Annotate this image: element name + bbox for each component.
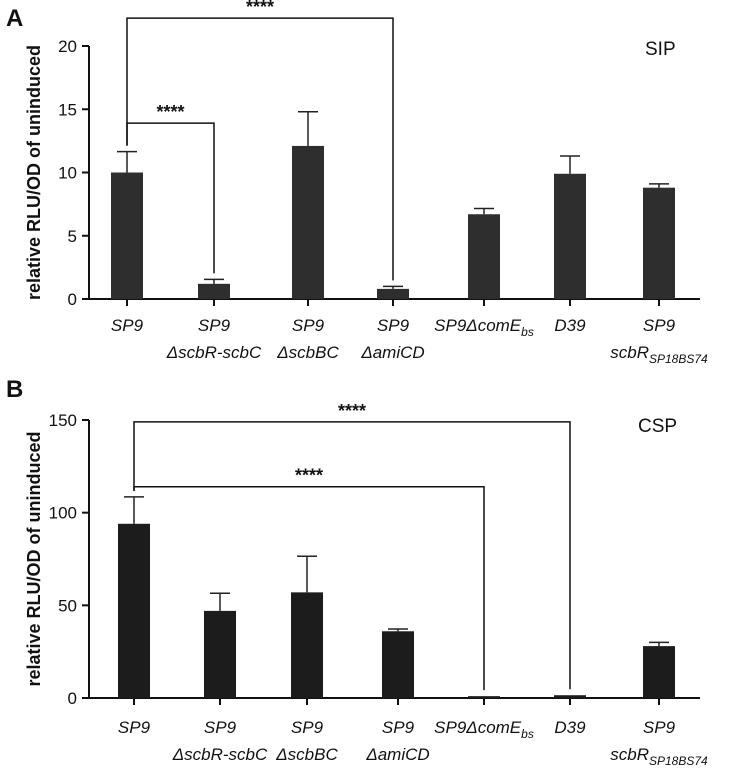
panel-B: B CSP relative RLU/OD of uninduced 0 50 100 15… xyxy=(6,376,708,768)
category-text: scbR xyxy=(610,343,649,362)
y-tick-label: 50 xyxy=(58,596,77,615)
category-text: SP9 xyxy=(198,316,231,335)
category-subscript: bs xyxy=(521,325,534,339)
bar xyxy=(382,631,414,698)
category-text: D39 xyxy=(554,718,586,737)
category-text: scbR xyxy=(610,745,649,764)
bar xyxy=(643,646,675,698)
category-text: ΔscbBC xyxy=(275,745,338,764)
panel-A: A SIP relative RLU/OD of uninduced 0 5 10 15 20… xyxy=(6,0,708,366)
category-label: SP9ΔcomEbs xyxy=(434,316,534,339)
bar xyxy=(643,187,675,299)
category-label: SP9 xyxy=(198,316,231,335)
bar xyxy=(468,214,500,299)
category-label: SP9 xyxy=(377,316,410,335)
panel-letter: B xyxy=(6,376,23,403)
category-text: SP9 xyxy=(382,718,415,737)
significance-label: **** xyxy=(246,0,274,17)
significance-label: **** xyxy=(295,466,323,486)
y-tick-label: 10 xyxy=(58,164,77,183)
y-axis-label: relative RLU/OD of uninduced xyxy=(24,431,44,686)
bar xyxy=(554,173,586,299)
y-tick-label: 0 xyxy=(68,689,77,708)
bar xyxy=(292,145,324,299)
category-text: ΔscbR-scbC xyxy=(172,745,268,764)
significance-label: **** xyxy=(156,102,184,122)
category-text: SP9 xyxy=(118,718,151,737)
bar xyxy=(118,523,150,698)
y-tick-label: 100 xyxy=(49,504,77,523)
category-label-line2: ΔscbBC xyxy=(275,745,338,764)
category-label-line2: ΔamiCD xyxy=(365,745,429,764)
category-label: SP9 xyxy=(643,316,676,335)
y-tick-label: 150 xyxy=(49,411,77,430)
category-label-line2: ΔscbR-scbC xyxy=(166,343,262,362)
bar xyxy=(554,695,586,698)
category-label: SP9 xyxy=(292,316,325,335)
category-label: D39 xyxy=(554,316,586,335)
category-label: SP9 xyxy=(204,718,237,737)
category-label-line2: ΔamiCD xyxy=(360,343,424,362)
bar xyxy=(291,592,323,698)
category-text: SP9 xyxy=(643,316,676,335)
category-subscript: SP18BS74 xyxy=(649,754,708,768)
category-text: ΔamiCD xyxy=(365,745,429,764)
category-subscript: SP18BS74 xyxy=(649,352,708,366)
significance-label: **** xyxy=(338,401,366,421)
bar xyxy=(377,288,409,299)
y-tick-label: 0 xyxy=(68,290,77,309)
category-text: ΔamiCD xyxy=(360,343,424,362)
category-label-line2: ΔscbBC xyxy=(276,343,339,362)
category-label: SP9 xyxy=(643,718,676,737)
category-text: SP9 xyxy=(377,316,410,335)
category-label-line2: scbRSP18BS74 xyxy=(610,745,708,768)
category-label: D39 xyxy=(554,718,586,737)
category-label: SP9 xyxy=(291,718,324,737)
bar xyxy=(111,172,143,299)
bar xyxy=(468,696,500,698)
y-axis-label: relative RLU/OD of uninduced xyxy=(24,45,44,300)
y-tick-label: 5 xyxy=(68,227,77,246)
bar xyxy=(204,610,236,698)
category-label: SP9 xyxy=(111,316,144,335)
y-tick-label: 20 xyxy=(58,37,77,56)
category-text: SP9 xyxy=(291,718,324,737)
category-label: SP9 xyxy=(118,718,151,737)
category-label-line2: scbRSP18BS74 xyxy=(610,343,708,366)
category-text: SP9 xyxy=(204,718,237,737)
peptide-label: SIP xyxy=(645,39,676,60)
category-text: ΔscbBC xyxy=(276,343,339,362)
category-text: SP9 xyxy=(111,316,144,335)
panel-letter: A xyxy=(6,5,23,32)
category-label: SP9ΔcomEbs xyxy=(434,718,534,741)
category-text: SP9ΔcomE xyxy=(434,316,522,335)
category-label-line2: ΔscbR-scbC xyxy=(172,745,268,764)
significance-bracket xyxy=(126,17,394,281)
category-text: SP9 xyxy=(292,316,325,335)
y-tick-label: 15 xyxy=(58,100,77,119)
significance-bracket xyxy=(133,421,571,690)
category-label: SP9 xyxy=(382,718,415,737)
bar xyxy=(198,283,230,299)
category-text: SP9 xyxy=(643,718,676,737)
peptide-label: CSP xyxy=(638,416,677,437)
category-text: D39 xyxy=(554,316,586,335)
category-subscript: bs xyxy=(521,727,534,741)
category-text: SP9ΔcomE xyxy=(434,718,522,737)
category-text: ΔscbR-scbC xyxy=(166,343,262,362)
